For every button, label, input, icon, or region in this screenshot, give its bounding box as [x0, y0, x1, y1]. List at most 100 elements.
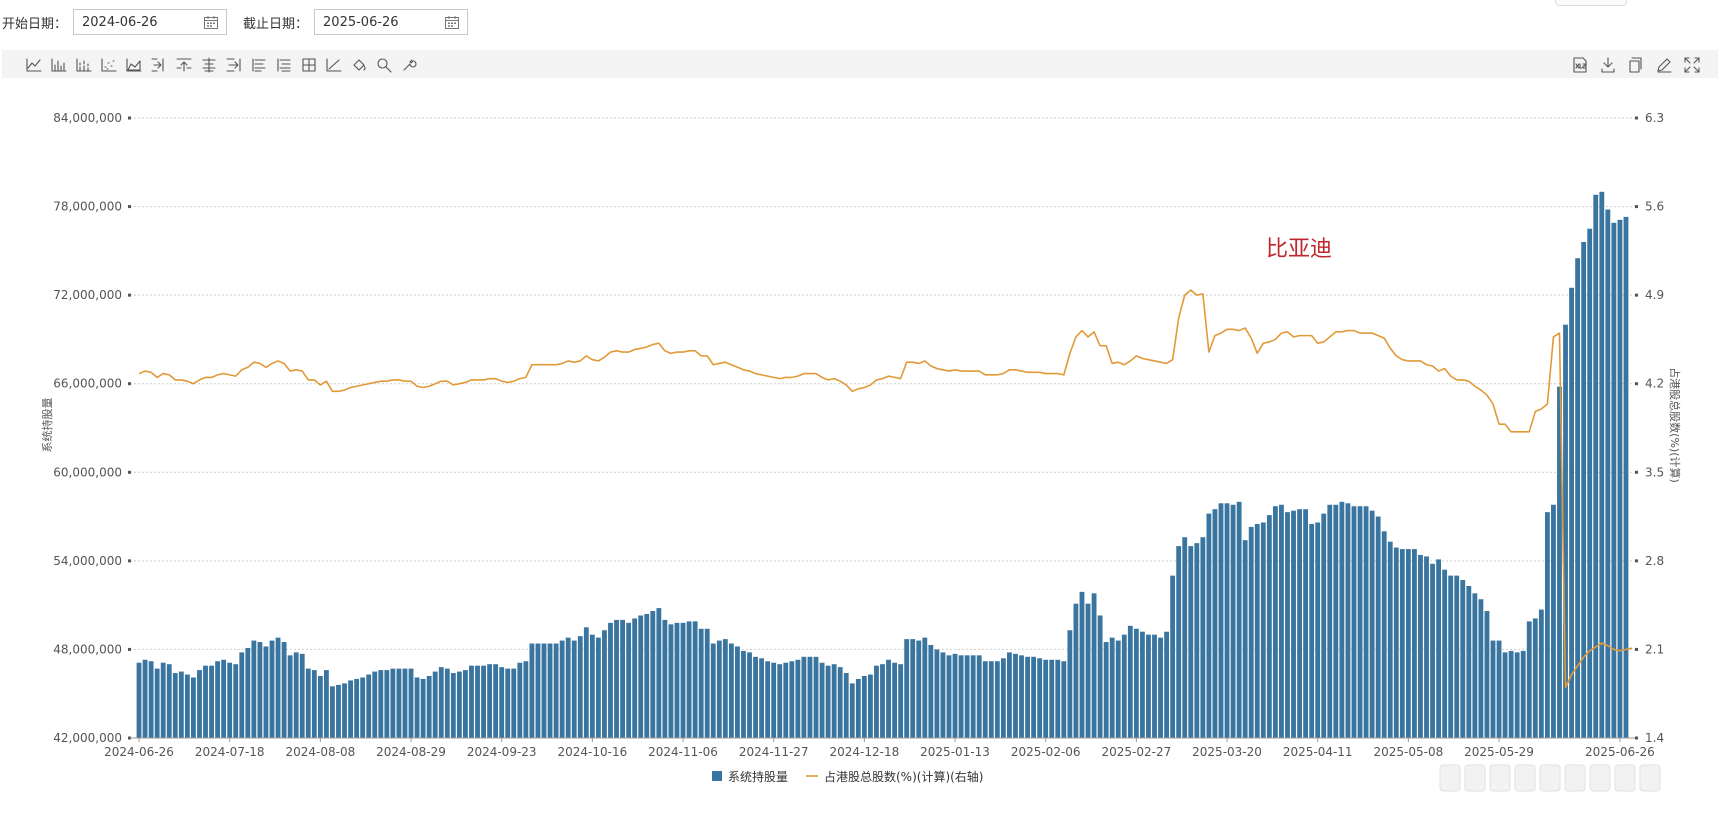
series-toggle-button[interactable]	[1639, 764, 1661, 792]
x-tick-label: 2025-05-08	[1373, 745, 1443, 759]
bar	[849, 683, 855, 738]
bar	[656, 608, 662, 738]
bar	[384, 670, 390, 738]
bar	[813, 656, 819, 738]
x-tick-label: 2024-11-06	[648, 745, 718, 759]
bar	[771, 662, 777, 738]
bar	[269, 640, 275, 738]
x-tick-label: 2024-12-18	[829, 745, 899, 759]
y-tick-label: 66,000,000	[53, 377, 122, 391]
bar	[1224, 503, 1230, 738]
download-icon[interactable]	[1600, 57, 1616, 73]
series-toggle-button[interactable]	[1589, 764, 1611, 792]
bar	[251, 640, 257, 738]
y-tick-mark	[128, 382, 131, 386]
bar	[1121, 634, 1127, 738]
bar	[1007, 652, 1012, 738]
y-tick-label: 54,000,000	[53, 554, 122, 568]
scatter-icon[interactable]	[101, 57, 117, 73]
legend-label[interactable]: 系统持股量	[728, 769, 788, 784]
series-toggle-button[interactable]	[1464, 764, 1486, 792]
wrench-icon[interactable]	[401, 57, 417, 73]
panel-collapse-handle[interactable]	[1555, 0, 1627, 6]
area-chart-icon[interactable]	[126, 57, 142, 73]
bar	[535, 643, 541, 738]
axis-line-icon[interactable]	[326, 57, 342, 73]
end-date-input[interactable]: 2025-06-26	[314, 9, 469, 35]
bar	[837, 667, 843, 738]
list-align-icon[interactable]	[201, 57, 217, 73]
copy-icon[interactable]	[1628, 57, 1644, 73]
series-toggle-button[interactable]	[1564, 764, 1586, 792]
bar	[1079, 591, 1085, 738]
chart-export-tools	[1572, 57, 1700, 73]
bar	[831, 664, 837, 738]
bar	[1097, 615, 1103, 738]
y-right-tick-mark	[1635, 205, 1638, 209]
list-indent-icon[interactable]	[276, 57, 292, 73]
x-tick-label: 2024-06-26	[104, 745, 174, 759]
bar	[366, 674, 372, 738]
bar	[1133, 628, 1139, 738]
bar	[843, 673, 849, 738]
align-top-icon[interactable]	[176, 57, 192, 73]
bar	[311, 670, 317, 738]
calendar-icon[interactable]	[445, 15, 460, 29]
series-toggle-button[interactable]	[1614, 764, 1636, 792]
bar	[1188, 546, 1194, 738]
bar	[910, 639, 916, 738]
zoom-search-icon[interactable]	[376, 57, 392, 73]
step-right-icon[interactable]	[226, 57, 242, 73]
y-right-tick-label: 2.1	[1645, 642, 1664, 656]
bar	[529, 643, 535, 738]
edit-icon[interactable]	[1656, 57, 1672, 73]
bar	[1381, 531, 1387, 738]
bar	[710, 643, 716, 738]
y-right-tick-label: 3.5	[1645, 465, 1664, 479]
grid-box-icon[interactable]	[301, 57, 317, 73]
bar	[1611, 222, 1617, 738]
bar	[372, 671, 378, 738]
bar	[1109, 637, 1115, 738]
y-right-tick-mark	[1635, 736, 1638, 740]
bar	[1152, 634, 1157, 738]
bar	[807, 656, 813, 738]
fullscreen-icon[interactable]	[1684, 57, 1700, 73]
bar	[1424, 556, 1429, 738]
bar	[741, 650, 746, 738]
series-toggle-button[interactable]	[1489, 764, 1511, 792]
bar	[136, 662, 142, 738]
bar	[1405, 549, 1411, 738]
bar	[1478, 599, 1484, 738]
list-icon[interactable]	[251, 57, 267, 73]
fill-bucket-icon[interactable]	[351, 57, 367, 73]
bar	[976, 655, 982, 738]
series-toggle-button[interactable]	[1514, 764, 1536, 792]
y-tick-mark	[128, 647, 131, 651]
bar	[178, 671, 184, 738]
series-toggle-button[interactable]	[1539, 764, 1561, 792]
calendar-icon[interactable]	[204, 15, 219, 29]
bar	[191, 677, 196, 738]
line-chart-icon[interactable]	[26, 57, 42, 73]
bar-chart-icon[interactable]	[51, 57, 67, 73]
legend: 系统持股量 占港股总股数(%)(计算)(右轴)	[712, 769, 984, 784]
stacked-bar-icon[interactable]	[76, 57, 92, 73]
start-date-input[interactable]: 2024-06-26	[73, 9, 228, 35]
y-tick-mark	[128, 470, 131, 474]
step-in-icon[interactable]	[151, 57, 167, 73]
bar	[1436, 559, 1442, 738]
bar	[747, 652, 752, 738]
bar	[1236, 501, 1242, 738]
bar	[958, 655, 964, 738]
bar	[390, 668, 396, 738]
bar	[1043, 659, 1049, 738]
y-tick-label: 60,000,000	[53, 465, 122, 479]
xls-export-icon[interactable]	[1572, 57, 1588, 73]
start-date-value: 2024-06-26	[82, 14, 158, 30]
legend-label[interactable]: 占港股总股数(%)(计算)(右轴)	[824, 769, 984, 784]
bar	[1218, 503, 1224, 738]
bar	[142, 659, 148, 738]
bar	[922, 637, 928, 738]
series-toggle-button[interactable]	[1439, 764, 1461, 792]
